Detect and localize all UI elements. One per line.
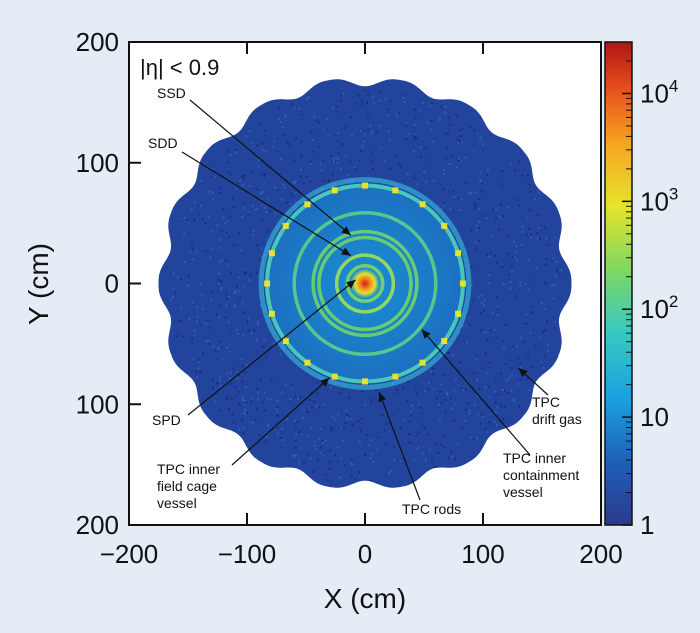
tpc-rod: [362, 182, 368, 189]
annotation-tpc-rods: TPC rods: [378, 391, 461, 517]
colorbar-tick-label: 1: [640, 510, 654, 540]
y-tick-label: 100: [76, 148, 119, 178]
y-tick-label: 200: [76, 27, 119, 57]
tpc-rod: [282, 338, 289, 345]
colorbar: [604, 41, 633, 526]
tpc-rod: [441, 222, 448, 229]
x-axis: −200 −100 0 100 200: [100, 42, 623, 569]
annotation-arrow: [231, 377, 331, 466]
tpc-rod: [419, 359, 426, 366]
annotation-label: TPC inner: [503, 450, 566, 466]
arrow-head: [346, 279, 356, 289]
tpc-rod: [392, 187, 399, 194]
tpc-rod: [459, 280, 466, 287]
annotation-label: SDD: [148, 135, 178, 151]
tpc-rod: [268, 310, 275, 317]
x-axis-label: X (cm): [324, 583, 406, 614]
annotation-label: drift gas: [532, 411, 582, 427]
x-tick-label: −100: [218, 539, 277, 569]
arrow-head: [320, 377, 330, 387]
annotation-arrow: [187, 279, 356, 416]
annotation-arrow: [181, 151, 352, 257]
annotation-label: SSD: [157, 85, 186, 101]
tpc-rod: [331, 187, 338, 194]
arrow-head: [341, 226, 351, 236]
arrow-head: [378, 392, 387, 403]
tpc-rod: [362, 378, 368, 385]
y-tick-label: 200: [76, 510, 119, 540]
tpc-rod: [268, 250, 275, 257]
arrow-head: [341, 247, 351, 256]
tpc-rod: [264, 280, 271, 287]
annotation-label: vessel: [503, 484, 543, 500]
annotation-arrow: [378, 391, 421, 501]
annotation-label: TPC: [532, 394, 560, 410]
annotation-spd: SPD: [152, 279, 356, 428]
arrow-head: [421, 329, 431, 339]
x-tick-label: −200: [100, 539, 159, 569]
tpc-rod: [441, 338, 448, 345]
tpc-rod: [392, 373, 399, 380]
annotation-label: SPD: [152, 412, 181, 428]
y-tick-label: 100: [76, 389, 119, 419]
tpc-rod: [304, 359, 311, 366]
tpc-rod: [304, 201, 311, 208]
detector-ring: [311, 229, 419, 338]
eta-cut-label: |η| < 0.9: [140, 55, 219, 80]
detector-ring: [317, 235, 413, 332]
detector-ring: [292, 210, 438, 357]
y-tick-label: 0: [105, 269, 119, 299]
annotation-label: vessel: [157, 495, 197, 511]
tpc-rod: [282, 222, 289, 229]
tpc-rod: [455, 310, 462, 317]
tpc-halo: [258, 177, 472, 390]
arrow-head: [518, 368, 528, 378]
colorbar-tick-label: 10: [640, 402, 669, 432]
colorbar-tick-label: 104: [640, 76, 678, 108]
heatmap: [158, 79, 572, 488]
tpc-rod: [419, 201, 426, 208]
colorbar-ticks: 1 10 102 103 104: [622, 41, 678, 540]
x-tick-label: 100: [461, 539, 504, 569]
x-tick-label: 0: [358, 539, 372, 569]
annotation-ssd: SSD: [157, 85, 352, 236]
annotation-label: TPC rods: [402, 501, 461, 517]
y-axis: 200 100 0 100 200: [76, 27, 141, 540]
annotation-arrow: [189, 99, 352, 236]
y-axis-label: Y (cm): [23, 243, 54, 325]
colorbar-tick-label: 103: [640, 184, 678, 216]
x-tick-label: 200: [579, 539, 622, 569]
colorbar-tick-label: 102: [640, 292, 678, 324]
tpc-rod: [455, 250, 462, 257]
annotation-sdd: SDD: [148, 135, 352, 257]
detector-ring: [334, 253, 396, 314]
tpc-rod: [331, 373, 338, 380]
annotation-label: containment: [503, 467, 579, 483]
annotation-arrow: [421, 328, 531, 456]
annotation-label: field cage: [157, 478, 217, 494]
annotation-label: TPC inner: [157, 461, 220, 477]
beam-core: [349, 268, 381, 299]
